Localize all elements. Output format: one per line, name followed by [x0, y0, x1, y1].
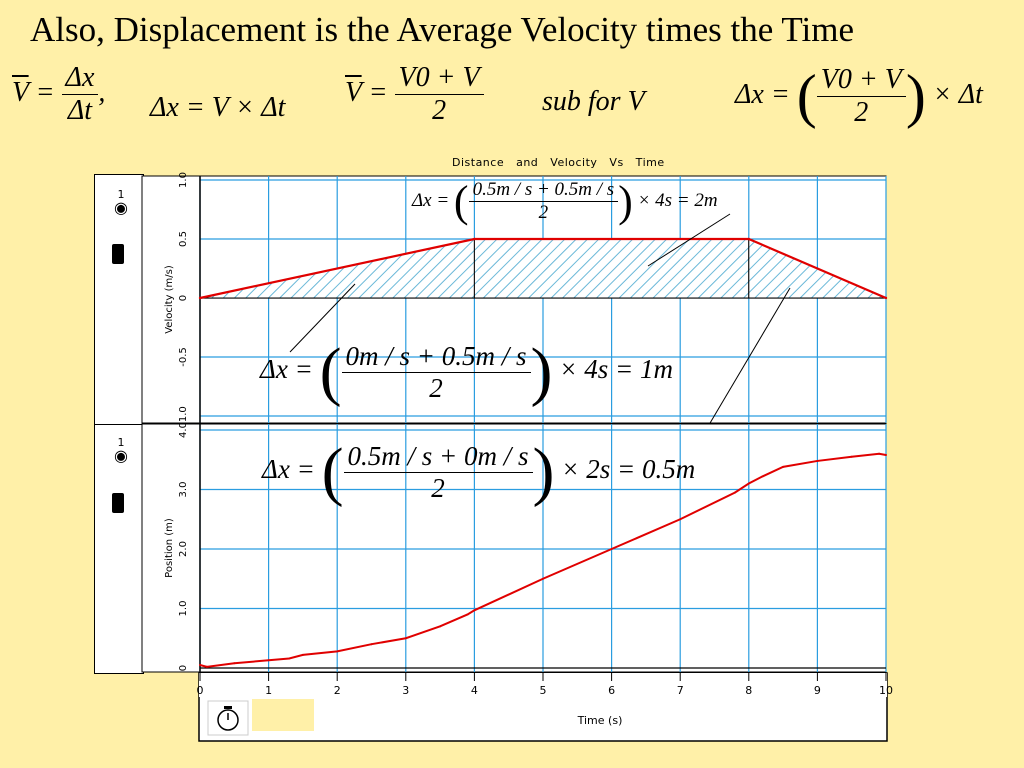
- annotation-last-region: Δx = (0.5m / s + 0m / s 2) × 2s = 0.5m: [262, 435, 696, 508]
- position-point: [734, 491, 737, 494]
- position-point: [747, 482, 750, 485]
- displacement-formula: Δx = V × Δt: [150, 92, 286, 123]
- y-axis-label: Position (m): [164, 518, 175, 578]
- x-axis-label: Time (s): [577, 714, 623, 727]
- substitution-text: sub for V: [542, 86, 645, 117]
- time-axis-gap: [252, 699, 314, 731]
- position-point: [878, 452, 881, 455]
- position-point: [542, 577, 544, 580]
- position-point: [370, 643, 373, 646]
- plot-background: [141, 175, 887, 424]
- x-tick-label: 4: [471, 684, 478, 697]
- position-point: [267, 659, 270, 662]
- x-tick-label: 5: [540, 684, 547, 697]
- annotation-middle-region: Δx = (0.5m / s + 0.5m / s 2) × 4s = 2m: [412, 177, 718, 226]
- x-tick-label: 9: [814, 684, 821, 697]
- position-point: [885, 453, 887, 456]
- y-tick-label: 0: [178, 295, 189, 301]
- position-point: [816, 459, 819, 462]
- x-tick-label: 6: [608, 684, 615, 697]
- slide-title: Also, Displacement is the Average Veloci…: [30, 10, 855, 49]
- annotation-pointer-line: [699, 287, 791, 441]
- position-point: [288, 657, 291, 660]
- y-tick-label: 0: [178, 665, 189, 671]
- velocity-point: [473, 237, 476, 241]
- annotation-pointer-line: [289, 283, 356, 353]
- y-tick-label: 4.0: [178, 422, 189, 438]
- sensor-channel-button[interactable]: 1 ◉: [104, 188, 138, 226]
- position-point: [761, 475, 764, 478]
- position-point: [199, 664, 201, 667]
- y-axis-label: Velocity (m/s): [164, 265, 175, 334]
- chart-title: Distance and Velocity Vs Time: [452, 156, 665, 169]
- position-point: [205, 665, 208, 668]
- position-chart: 4.0 3.0 2.0 1.0 0 Position (m): [141, 422, 887, 673]
- shaded-area-region: [473, 238, 750, 299]
- position-point: [233, 662, 236, 665]
- x-tick-label: 1: [265, 684, 272, 697]
- x-tick-label: 0: [197, 684, 204, 697]
- sensor-channel-button-2[interactable]: 1 ◉: [104, 436, 138, 474]
- plot-background: [141, 423, 887, 673]
- y-tick-label: 1.0: [178, 601, 189, 617]
- position-point: [301, 653, 304, 656]
- velocity-line: [199, 237, 887, 300]
- annotation-pointer-line: [647, 213, 731, 267]
- y-tick-label: -1.0: [178, 406, 189, 426]
- stopwatch-icon: [217, 709, 239, 731]
- position-point: [473, 609, 476, 612]
- combined-formula: Δx = (V0 + V 2) × Δt: [735, 63, 983, 129]
- motion-sensor-icon[interactable]: [104, 238, 138, 274]
- position-point: [466, 613, 469, 616]
- stopwatch-crown: [224, 706, 232, 709]
- position-point: [439, 625, 442, 628]
- motion-sensor-icon-2[interactable]: [104, 487, 138, 523]
- position-point: [850, 455, 853, 458]
- annotation-first-region: Δx = (0m / s + 0.5m / s 2) × 4s = 1m: [260, 335, 673, 408]
- velocity-chart: 1.0 0.5 0 -0.5 -1.0 Velocity (m/s): [141, 172, 888, 441]
- y-tick-label: 1.0: [178, 172, 189, 188]
- velocity-point: [198, 296, 202, 300]
- position-point: [610, 548, 613, 550]
- velocity-definition-formula: V = Δx Δt,: [12, 62, 106, 126]
- y-tick-label: -0.5: [178, 347, 189, 367]
- x-tick-label: 8: [745, 684, 752, 697]
- position-point: [782, 465, 785, 468]
- x-tick-label: 2: [334, 684, 341, 697]
- x-tick-label: 7: [677, 684, 684, 697]
- velocity-point: [747, 237, 750, 241]
- y-tick-label: 3.0: [178, 482, 189, 498]
- x-tick-label: 3: [402, 684, 409, 697]
- y-tick-label: 0.5: [178, 231, 189, 247]
- time-axis: 0 1 2 3 4 5 6 7 8 9 10 Time (s): [197, 672, 893, 742]
- velocity-point: [884, 296, 888, 300]
- position-point: [404, 637, 407, 640]
- x-tick-label: 10: [879, 684, 893, 697]
- position-point: [336, 650, 339, 653]
- position-point: [679, 518, 682, 521]
- y-tick-label: 2.0: [178, 541, 189, 557]
